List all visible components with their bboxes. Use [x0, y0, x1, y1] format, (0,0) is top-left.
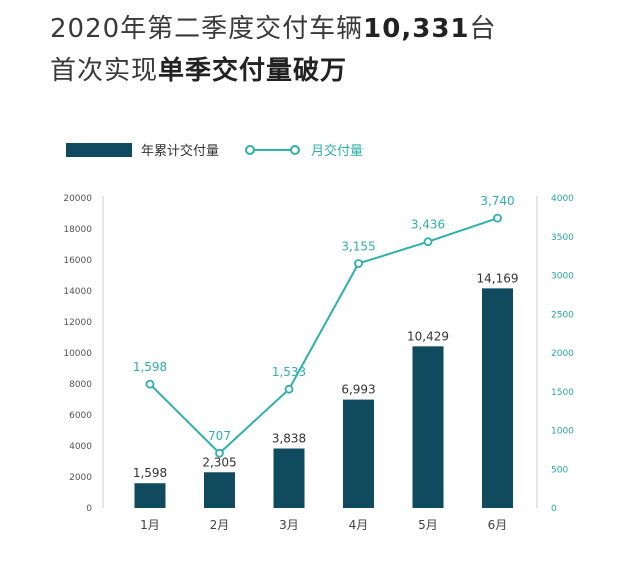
line-data-label: 3,155	[341, 239, 375, 253]
x-tick-label: 4月	[349, 518, 369, 532]
line-data-label: 3,436	[411, 218, 445, 232]
y-left-tick-label: 8000	[69, 380, 92, 390]
y-left-tick-label: 18000	[63, 225, 92, 235]
headline-1-prefix: 2020年第二季度交付车辆	[50, 14, 364, 44]
bar	[343, 399, 374, 508]
headline-line-1: 2020年第二季度交付车辆10,331台	[50, 8, 497, 45]
headline-1-suffix: 台	[469, 14, 497, 44]
x-tick-label: 6月	[488, 518, 508, 532]
y-right-tick-label: 2000	[551, 349, 574, 359]
bar-data-label: 6,993	[341, 383, 375, 397]
headline-line-2: 首次实现单季交付量破万	[50, 50, 347, 87]
line-point	[284, 384, 294, 394]
y-left-tick-label: 12000	[63, 318, 92, 328]
y-left-tick-label: 6000	[69, 411, 92, 421]
line-series	[149, 217, 498, 455]
bar-data-label: 14,169	[477, 271, 519, 285]
line-data-label: 1,533	[272, 365, 306, 379]
line-point	[145, 379, 155, 389]
bar-data-label: 3,838	[272, 432, 306, 446]
line-point	[354, 259, 363, 268]
y-right-tick-label: 3000	[551, 272, 574, 282]
legend-bar-swatch	[66, 143, 132, 157]
x-tick-label: 2月	[210, 518, 230, 532]
bar	[482, 288, 513, 508]
line-data-label: 3,740	[480, 194, 514, 208]
y-left-tick-label: 16000	[63, 256, 92, 266]
y-right-tick-label: 0	[551, 504, 557, 514]
y-left-tick-label: 2000	[69, 473, 92, 483]
y-right-tick-label: 500	[551, 465, 568, 475]
y-right-tick-label: 3500	[551, 233, 574, 243]
legend-bar-label: 年累计交付量	[141, 143, 219, 159]
y-right-tick-label: 1500	[551, 388, 574, 398]
bar	[204, 472, 235, 508]
legend-line-marker	[245, 145, 255, 155]
y-left-tick-label: 4000	[69, 442, 92, 452]
bar-data-label: 2,305	[202, 455, 236, 469]
y-left-tick-label: 10000	[63, 349, 92, 359]
y-left-tick-label: 14000	[63, 287, 92, 297]
x-tick-label: 3月	[279, 518, 299, 532]
y-right-tick-label: 1000	[551, 427, 574, 437]
y-left-tick-label: 0	[86, 504, 92, 514]
y-right-tick-label: 4000	[551, 194, 574, 204]
y-left-tick-label: 20000	[63, 194, 92, 204]
line-point	[215, 448, 224, 458]
bar	[134, 483, 166, 508]
x-tick-label: 1月	[140, 518, 160, 532]
line-data-label: 1,598	[133, 360, 167, 374]
legend-line-label: 月交付量	[311, 143, 363, 159]
headline-2-prefix: 首次实现	[50, 56, 159, 86]
bar-data-label: 10,429	[407, 329, 449, 343]
bar	[273, 448, 305, 508]
x-tick-label: 5月	[418, 518, 438, 532]
bar	[412, 346, 444, 508]
headline-2-bold: 单季交付量破万	[158, 56, 348, 86]
line-point	[493, 213, 502, 223]
y-right-tick-label: 2500	[551, 310, 574, 320]
legend-line-marker	[290, 145, 300, 155]
headline-1-bold: 10,331	[363, 14, 470, 44]
bar-data-label: 1,598	[133, 466, 167, 480]
line-point	[423, 237, 433, 247]
line-data-label: 707	[208, 429, 231, 443]
